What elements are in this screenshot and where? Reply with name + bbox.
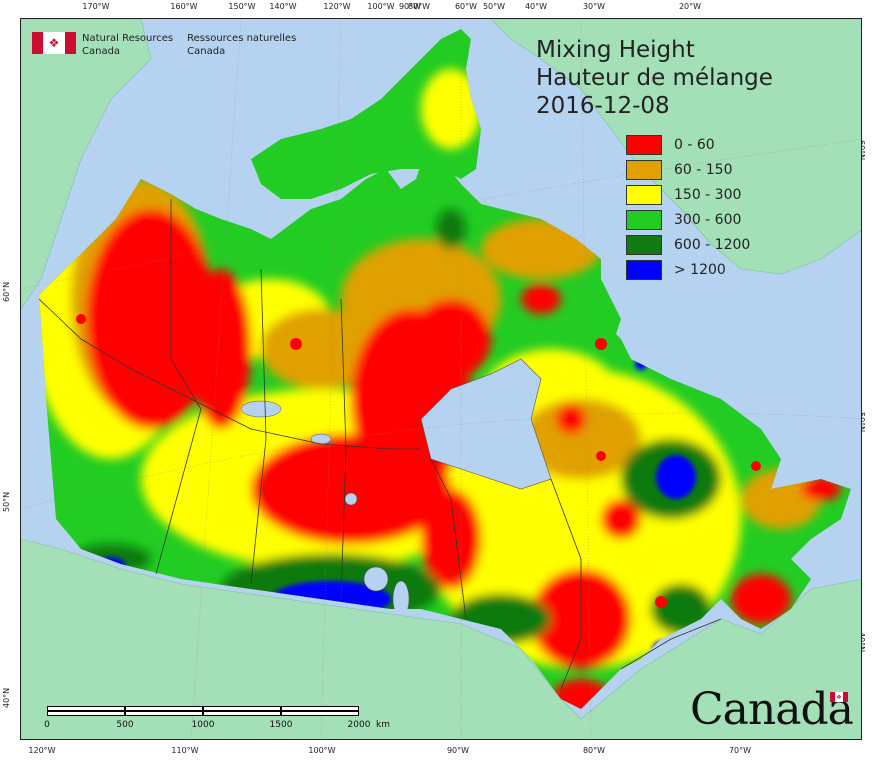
tick-label: 30°W — [582, 2, 606, 11]
tick-label: 80°W — [582, 746, 606, 755]
legend-label: 300 - 600 — [674, 211, 742, 228]
alaska — [21, 19, 152, 310]
scale-label: 0 — [44, 720, 50, 730]
tick-label: 40°W — [524, 2, 548, 11]
legend-item: 150 - 300 — [626, 182, 750, 207]
scale-label: 2000 — [347, 720, 371, 730]
tick-label: 20°W — [678, 2, 702, 11]
map-title: Mixing Height Hauteur de mélange 2016-12… — [536, 36, 773, 120]
scale-unit: km — [376, 720, 390, 730]
legend-swatch — [626, 184, 662, 205]
map-area[interactable] — [20, 18, 862, 740]
tick-label: 120°W — [323, 2, 351, 11]
tick-label: 90°W — [398, 2, 422, 11]
tick-label: 110°W — [171, 746, 199, 755]
legend-item: 0 - 60 — [626, 132, 750, 157]
canada-wordmark: Canada — [690, 684, 854, 735]
legend-swatch — [626, 234, 662, 255]
greenland — [490, 19, 861, 275]
legend-item: > 1200 — [626, 257, 750, 282]
legend-swatch — [626, 134, 662, 155]
tick-label: 100°W — [308, 746, 336, 755]
tick-label: 120°W — [28, 746, 56, 755]
legend-label: 600 - 1200 — [674, 236, 751, 253]
legend-label: > 1200 — [674, 261, 726, 278]
nrcan-logo: ❖ Natural Resources Canada Ressources na… — [32, 32, 296, 58]
tick-label: 100°W — [367, 2, 395, 11]
tick-label: 90°W — [446, 746, 470, 755]
title-line-2: Hauteur de mélange — [536, 65, 773, 91]
tick-label: 140°W — [269, 2, 297, 11]
agency-name-fr: Ressources naturelles Canada — [187, 33, 297, 57]
scale-label: 1000 — [191, 720, 215, 730]
wordmark-flag-icon: ❖ — [830, 692, 848, 702]
tick-label: 160°W — [170, 2, 198, 11]
tick-label: 60°W — [454, 2, 478, 11]
legend-label: 0 - 60 — [674, 136, 715, 153]
legend: 0 - 60 60 - 150 150 - 300 300 - 600 600 - 12… — [626, 132, 750, 282]
legend-label: 60 - 150 — [674, 161, 733, 178]
tick-label: 80°W — [407, 2, 431, 11]
tick-label: 150°W — [228, 2, 256, 11]
scale-label: 1500 — [269, 720, 293, 730]
tick-label: 170°W — [82, 2, 110, 11]
legend-swatch — [626, 209, 662, 230]
legend-item: 60 - 150 — [626, 157, 750, 182]
legend-item: 300 - 600 — [626, 207, 750, 232]
tick-label: 50°W — [482, 2, 506, 11]
provincial-boundaries — [38, 199, 722, 690]
scale-label: 500 — [116, 720, 134, 730]
tick-label: 40°N — [2, 687, 11, 708]
legend-item: 600 - 1200 — [626, 232, 750, 257]
tick-label: 70°W — [728, 746, 752, 755]
title-line-1: Mixing Height — [536, 37, 695, 63]
legend-swatch — [626, 259, 662, 280]
legend-label: 150 - 300 — [674, 186, 742, 203]
hudson-bay — [420, 358, 552, 490]
title-date: 2016-12-08 — [536, 93, 670, 119]
agency-name-en: Natural Resources Canada — [82, 33, 174, 57]
legend-swatch — [626, 159, 662, 180]
tick-label: 50°N — [2, 491, 11, 512]
map-canvas — [21, 19, 861, 739]
graticule-lines — [21, 19, 861, 739]
tick-label: 60°N — [2, 281, 11, 302]
canada-flag-icon: ❖ — [32, 32, 76, 54]
